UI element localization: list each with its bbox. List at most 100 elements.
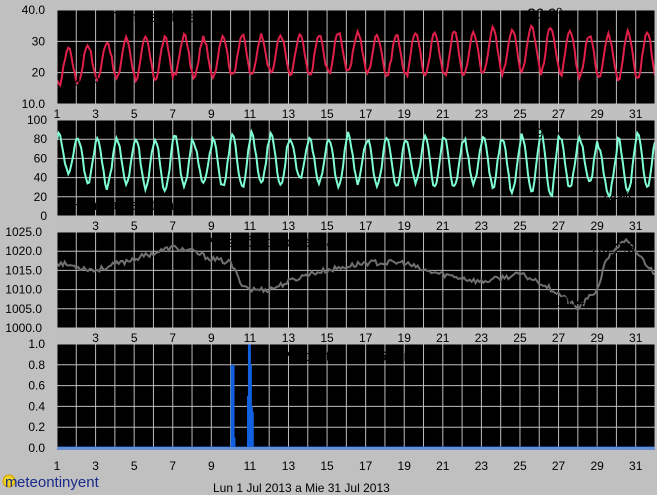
x-tick-label: 19 — [398, 459, 412, 473]
x-tick-label: 17 — [359, 107, 373, 121]
x-tick-label: 29 — [590, 219, 604, 233]
x-tick-label: 15 — [320, 107, 334, 121]
panel-4: 1.00.80.60.40.20.01 3 5 7 9 11 13 15 17 19 21 23 25 2… — [28, 337, 656, 473]
x-tick-label: 25 — [513, 331, 527, 345]
y-tick-label: 1020.0 — [5, 244, 42, 258]
x-tick-label: 13 — [282, 459, 296, 473]
x-tick-label: 15 — [320, 331, 334, 345]
x-tick-label: 3 — [92, 459, 99, 473]
brand-name: eteontinyent — [17, 474, 100, 491]
x-tick-label: 11 — [244, 107, 257, 121]
extreme-annotation: 14% — [601, 189, 631, 206]
x-tick-label: 31 — [629, 331, 643, 345]
y-tick-label: 0.2 — [28, 420, 45, 434]
x-tick-label: 7 — [169, 219, 176, 233]
x-tick-label: 5 — [131, 459, 138, 473]
series-line — [57, 23, 655, 88]
panel-title: Temperatura — [113, 9, 198, 26]
x-tick-label: 23 — [475, 331, 489, 345]
precip-bar — [233, 437, 236, 448]
x-tick-label: 9 — [208, 459, 215, 473]
x-tick-label: 1 — [54, 107, 61, 121]
y-tick-label: 30 — [32, 34, 46, 48]
x-tick-label: 3 — [92, 107, 99, 121]
x-tick-label: 25 — [513, 219, 527, 233]
x-tick-label: 19 — [398, 331, 412, 345]
x-tick-label: 27 — [552, 219, 566, 233]
x-tick-label: 27 — [552, 331, 566, 345]
y-tick-label: 1015.0 — [5, 263, 42, 277]
y-tick-label: 40 — [34, 171, 48, 185]
x-tick-label: 21 — [436, 107, 450, 121]
x-tick-label: 3 — [92, 331, 99, 345]
x-tick-label: 13 — [282, 219, 296, 233]
y-tick-label: 0.0 — [28, 441, 45, 455]
x-tick-label: 29 — [590, 459, 604, 473]
extreme-annotation: 14,1º — [65, 75, 100, 92]
x-tick-label: 21 — [436, 219, 450, 233]
x-tick-label: 17 — [359, 331, 373, 345]
x-tick-label: 3 — [92, 219, 99, 233]
x-tick-label: 31 — [629, 219, 643, 233]
x-tick-label: 7 — [169, 331, 176, 345]
panel-title: Humitat relativa — [70, 197, 175, 214]
plot-border — [56, 231, 656, 329]
series-line — [57, 237, 655, 312]
x-tick-label: 17 — [359, 219, 373, 233]
y-tick-label: 80 — [34, 132, 48, 146]
x-tick-label: 5 — [131, 107, 138, 121]
x-tick-label: 29 — [590, 107, 604, 121]
x-tick-label: 5 — [131, 219, 138, 233]
y-tick-label: 1025.0 — [5, 225, 42, 239]
x-tick-label: 21 — [436, 459, 450, 473]
plot-border — [56, 119, 656, 217]
extreme-annotation: 90% — [535, 126, 565, 143]
y-tick-label: 10.0 — [22, 97, 46, 111]
plot-border — [56, 9, 656, 105]
x-tick-label: 7 — [169, 107, 176, 121]
x-tick-label: 9 — [208, 107, 215, 121]
y-tick-label: 0 — [40, 209, 47, 223]
precip-bar — [230, 364, 233, 448]
plot-area — [57, 10, 655, 104]
x-tick-label: 7 — [169, 459, 176, 473]
y-tick-label: 0.4 — [28, 399, 45, 413]
brand-logo: m eteontinyent — [2, 474, 100, 491]
y-tick-label: 1000.0 — [5, 321, 42, 335]
x-tick-label: 1 — [54, 459, 61, 473]
plot-border — [56, 343, 656, 449]
x-tick-label: 11 — [244, 459, 257, 473]
y-tick-label: 100 — [27, 113, 47, 127]
x-tick-label: 13 — [282, 331, 296, 345]
x-tick-label: 5 — [131, 331, 138, 345]
x-tick-label: 9 — [208, 219, 215, 233]
panel-3: 1025.0 1020.0 1015.0 1010.0 1005.0 1000.0 3 5 7 9… — [5, 225, 656, 345]
x-tick-label: 25 — [513, 107, 527, 121]
precip-bar — [251, 411, 254, 448]
x-tick-label: 27 — [552, 107, 566, 121]
x-tick-label: 31 — [629, 107, 643, 121]
x-tick-label: 9 — [208, 331, 215, 345]
x-tick-label: 17 — [359, 459, 373, 473]
y-tick-label: 1005.0 — [5, 302, 42, 316]
y-tick-label: 0.6 — [28, 379, 45, 393]
brand-mark: m — [5, 474, 18, 491]
y-tick-label: 40.0 — [22, 3, 46, 17]
x-tick-label: 27 — [552, 459, 566, 473]
panel-title: Precipitació: 8,6 mm — [280, 348, 416, 365]
date-range-label: Lun 1 Jul 2013 a Mie 31 Jul 2013 — [213, 481, 390, 495]
y-tick-label: 0.8 — [28, 358, 45, 372]
y-tick-label: 20 — [32, 66, 46, 80]
y-tick-label: 1.0 — [28, 337, 45, 351]
y-tick-label: 20 — [34, 190, 48, 204]
x-tick-label: 11 — [244, 219, 257, 233]
x-tick-label: 11 — [244, 331, 257, 345]
x-tick-label: 29 — [590, 331, 604, 345]
x-tick-label: 23 — [475, 219, 489, 233]
panel-title: Pressió atmosfèrica — [203, 234, 335, 251]
x-tick-label: 15 — [320, 219, 334, 233]
x-tick-label: 25 — [513, 459, 527, 473]
y-tick-label: 1010.0 — [5, 283, 42, 297]
